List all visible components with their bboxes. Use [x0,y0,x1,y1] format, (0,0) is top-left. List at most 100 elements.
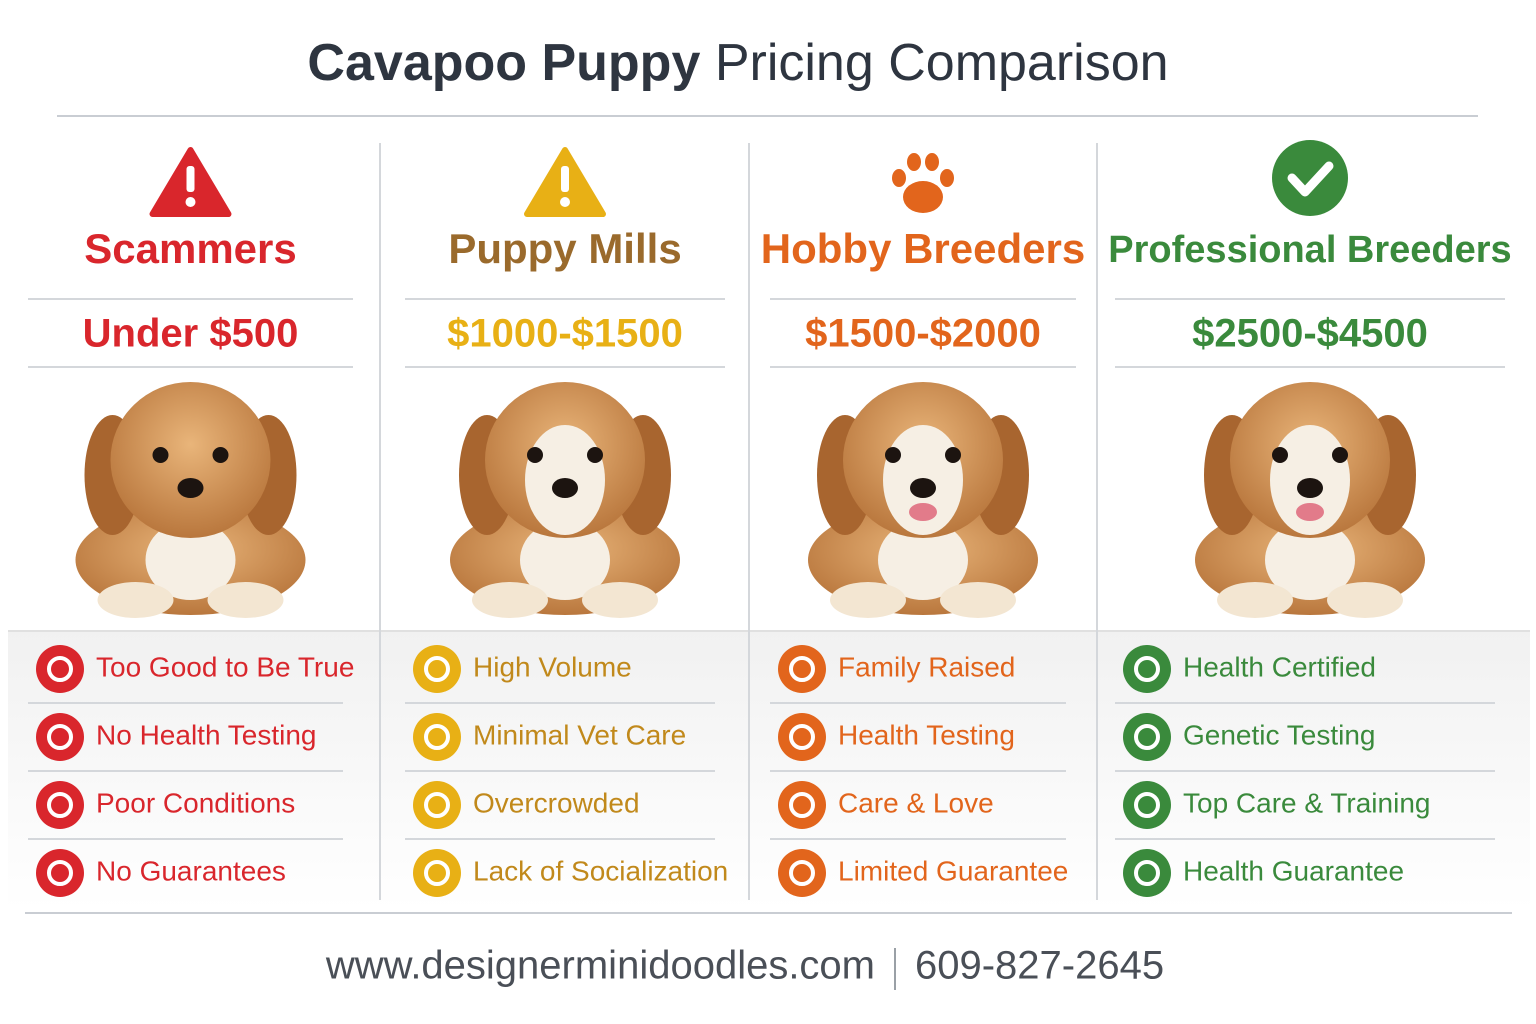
puppy-chest [878,520,968,600]
column-name: Hobby Breeders [761,225,1085,272]
phone: 609-827-2645 [915,944,1164,988]
feature-icon [778,713,826,761]
feature-icon [413,713,461,761]
feature-text: No Guarantees [96,855,286,886]
feature-icon-inner [47,656,73,682]
puppy-nose [177,478,204,498]
puppy-eye [1272,447,1288,463]
feature-text: Care & Love [838,787,994,818]
warning-dot [560,197,570,207]
feature-icon [36,781,84,829]
feature-icon [1123,849,1171,897]
puppy-nose [910,478,936,498]
feature-icon-inner [424,656,450,682]
feature-icon-inner [1134,724,1160,750]
puppy-eye [945,447,961,463]
price: Under $500 [83,312,299,356]
columns: Scammers Under $500 Too Good to Be True No … [28,140,1512,900]
feature-icon [413,645,461,693]
feature-text: Minimal Vet Care [473,719,686,750]
puppy-nose [1297,478,1323,498]
feature-icon-inner [424,860,450,886]
title-light: Pricing Comparison [715,34,1169,92]
feature-icon [36,849,84,897]
feature-icon [778,849,826,897]
column-name: Puppy Mills [448,225,681,272]
feature-icon-inner [47,724,73,750]
puppy-head [110,382,271,538]
feature-text: High Volume [473,651,632,682]
feature-icon [413,849,461,897]
paw-pad [903,181,943,213]
puppy-paw [1327,582,1403,618]
warning-mark [186,166,195,192]
title-bold: Cavapoo Puppy [307,34,700,92]
column-name: Professional Breeders [1108,229,1511,271]
puppy-chest [1265,520,1355,600]
puppy-paw [207,582,284,618]
price: $1500-$2000 [805,312,1041,356]
feature-text: Limited Guarantee [838,855,1068,886]
paw-toe [940,169,954,187]
price: $1000-$1500 [447,312,683,356]
feature-text: Genetic Testing [1183,719,1376,750]
feature-icon [1123,713,1171,761]
feature-text: Too Good to Be True [96,651,354,682]
puppy-eye [1332,447,1348,463]
feature-icon [413,781,461,829]
feature-text: Poor Conditions [96,787,295,818]
feature-icon-inner [47,792,73,818]
warning-mark [561,166,569,192]
feature-icon [36,713,84,761]
puppy-paw [1217,582,1293,618]
column-name: Scammers [84,225,296,272]
puppy-eye [527,447,543,463]
feature-icon-inner [424,724,450,750]
feature-text: Overcrowded [473,787,640,818]
title: Cavapoo Puppy Pricing Comparison [307,34,1168,92]
puppy-paw [940,582,1016,618]
feature-icon [778,781,826,829]
puppy-eye [885,447,901,463]
website: www.designerminidoodles.com [325,944,875,988]
feature-text: Health Testing [838,719,1015,750]
puppy-eye [212,447,229,463]
feature-icon [778,645,826,693]
feature-text: Health Certified [1183,651,1376,682]
paw-toe [925,153,939,171]
paw-toe [907,153,921,171]
warning-dot [185,197,196,207]
feature-icon-inner [789,656,815,682]
feature-icon [36,645,84,693]
puppy-nose [552,478,578,498]
feature-icon-inner [789,724,815,750]
feature-text: Health Guarantee [1183,855,1404,886]
puppy-tongue [1296,503,1324,521]
puppy-chest [145,520,236,600]
puppy-eye [587,447,603,463]
feature-icon-inner [1134,860,1160,886]
feature-text: Lack of Socialization [473,855,728,886]
puppy-paw [472,582,548,618]
check-icon [1272,140,1348,216]
check-mark [1287,161,1334,197]
feature-icon-inner [1134,656,1160,682]
feature-icon-inner [47,860,73,886]
feature-icon [1123,645,1171,693]
paw-toe [892,169,906,187]
price: $2500-$4500 [1192,312,1428,356]
feature-text: No Health Testing [96,719,317,750]
feature-icon-inner [1134,792,1160,818]
feature-icon-inner [789,792,815,818]
feature-icon-inner [424,792,450,818]
puppy-tongue [909,503,937,521]
feature-icon [1123,781,1171,829]
puppy-chest [520,520,610,600]
feature-text: Top Care & Training [1183,787,1430,818]
puppy-eye [152,447,169,463]
puppy-paw [582,582,658,618]
puppy-paw [830,582,906,618]
feature-text: Family Raised [838,651,1015,682]
puppy-paw [97,582,174,618]
